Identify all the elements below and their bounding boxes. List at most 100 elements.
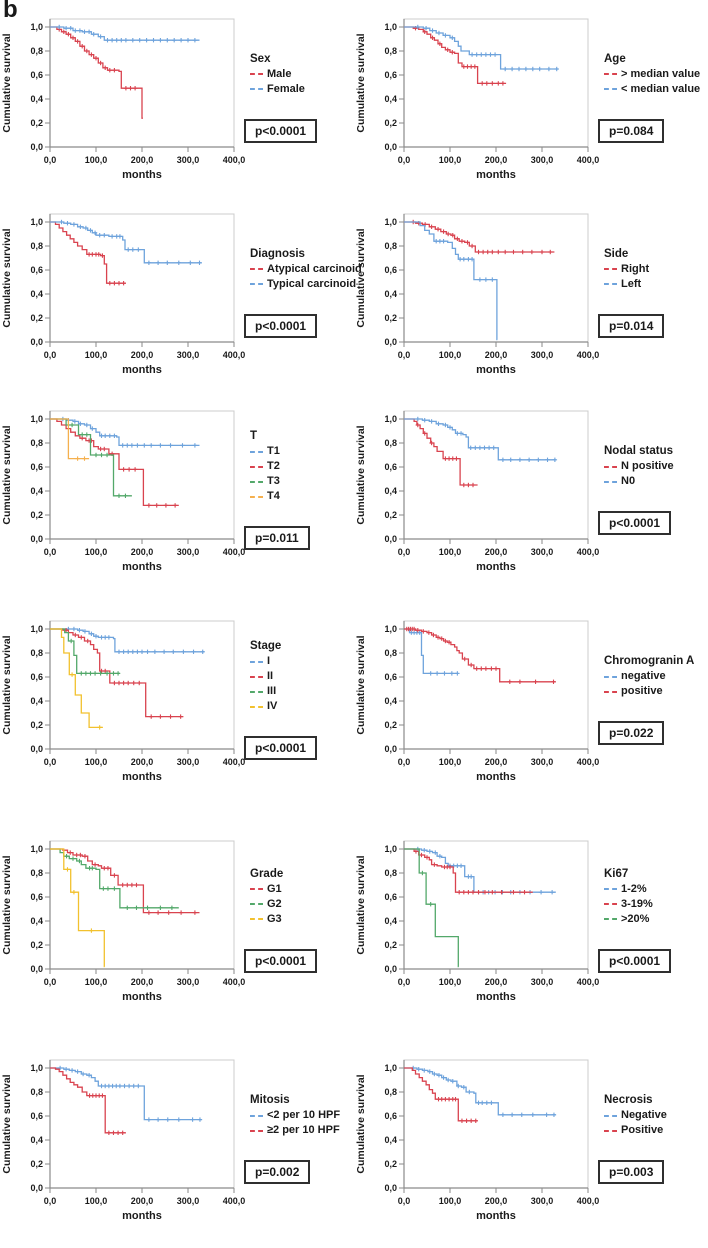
legend-items: negative positive xyxy=(604,669,694,699)
x-axis: 0,0 100,0 200,0 300,0 400,0 xyxy=(398,341,599,360)
y-axis: 0,0 0,2 0,4 0,6 0,8 1,0 xyxy=(30,844,50,974)
km-panel-side: 0,0 0,2 0,4 0,6 0,8 1,0 0,0 100,0 200,0 300,0 400,… xyxy=(354,195,708,390)
x-tick-label: 0,0 xyxy=(398,155,411,165)
x-tick-label: 100,0 xyxy=(439,350,462,360)
legend-item: Male xyxy=(250,67,305,82)
y-axis-title: Cumulative survival xyxy=(1,33,13,132)
legend-item: T2 xyxy=(250,459,280,474)
plot-box xyxy=(49,410,235,540)
y-axis-title: Cumulative survival xyxy=(1,228,13,327)
x-axis-title: months xyxy=(122,991,162,1003)
censor-marks xyxy=(415,416,558,462)
legend-dash-icon xyxy=(604,888,617,890)
km-panel-sex: 0,0 0,2 0,4 0,6 0,8 1,0 0,0 100,0 200,0 300,0 400,… xyxy=(0,0,354,195)
legend-item-label: II xyxy=(267,670,274,682)
y-axis-title: Cumulative survival xyxy=(355,228,367,327)
y-tick-label: 0,6 xyxy=(384,462,397,472)
y-tick-label: 0,2 xyxy=(30,313,43,323)
x-tick-label: 0,0 xyxy=(398,757,411,767)
y-axis-title: Cumulative survival xyxy=(1,425,13,524)
x-axis-title: months xyxy=(122,364,162,376)
survival-curve xyxy=(50,626,205,654)
y-tick-label: 0,8 xyxy=(30,241,43,251)
y-tick-label: 0,6 xyxy=(30,265,43,275)
km-chart: 0,0 0,2 0,4 0,6 0,8 1,0 0,0 100,0 200,0 300,0 400,… xyxy=(354,605,604,795)
legend-item: Positive xyxy=(604,1123,667,1138)
legend-title: Sex xyxy=(250,52,271,65)
legend-item: Female xyxy=(250,82,305,97)
y-axis-title: Cumulative survival xyxy=(355,635,367,734)
censor-marks xyxy=(65,867,94,933)
censor-marks xyxy=(80,436,178,508)
panel-sidebar: Mitosis <2 per 10 HPF ≥2 per 10 HPF p=0.0… xyxy=(244,1094,354,1184)
y-tick-label: 0,2 xyxy=(30,940,43,950)
legend-item: Right xyxy=(604,262,649,277)
legend-dash-icon xyxy=(250,283,263,285)
legend-item: negative xyxy=(604,669,694,684)
censor-marks xyxy=(57,26,138,90)
censor-marks xyxy=(420,870,433,907)
p-value-box: p<0.0001 xyxy=(598,511,672,535)
censor-marks xyxy=(57,24,198,42)
legend-items: T1 T2 T3 T4 xyxy=(250,444,280,504)
survival-step-line xyxy=(50,1067,126,1134)
legend-dash-icon xyxy=(250,495,263,498)
x-tick-label: 300,0 xyxy=(531,1196,554,1206)
panel-sidebar: Ki67 1-2% 3-19% >20% p<0.0001 xyxy=(598,868,708,973)
legend-item-label: < median value xyxy=(621,82,701,95)
survival-step-line xyxy=(50,418,200,447)
legend-items: I II III IV xyxy=(250,654,281,714)
legend-dash-icon xyxy=(604,918,617,920)
censor-marks xyxy=(63,628,183,719)
legend-item-label: I xyxy=(267,655,271,667)
y-tick-label: 0,2 xyxy=(384,1159,397,1169)
legend-item-label: Positive xyxy=(621,1124,664,1136)
x-tick-label: 300,0 xyxy=(531,977,554,987)
y-tick-label: 0,4 xyxy=(384,289,397,299)
censor-marks xyxy=(415,422,476,488)
y-axis: 0,0 0,2 0,4 0,6 0,8 1,0 xyxy=(384,844,404,974)
y-tick-label: 0,8 xyxy=(384,868,397,878)
censor-marks xyxy=(75,456,87,461)
legend: Ki67 1-2% 3-19% >20% xyxy=(604,868,653,927)
panel-sidebar: Necrosis Negative Positive p=0.003 xyxy=(598,1094,708,1184)
y-tick-label: 0,6 xyxy=(384,1111,397,1121)
p-value-box: p=0.084 xyxy=(598,118,665,143)
p-value-box: p=0.022 xyxy=(598,721,665,745)
x-tick-label: 200,0 xyxy=(485,757,508,767)
legend-item-label: Male xyxy=(267,67,292,80)
km-chart: 0,0 0,2 0,4 0,6 0,8 1,0 0,0 100,0 200,0 300,0 400,… xyxy=(0,3,250,193)
survival-step-line xyxy=(50,848,105,968)
y-tick-label: 0,0 xyxy=(30,534,43,544)
plot-box xyxy=(49,18,235,147)
survival-curve xyxy=(50,418,179,508)
legend-item-label: III xyxy=(267,685,277,697)
y-tick-label: 1,0 xyxy=(30,1063,43,1073)
y-axis-title: Cumulative survival xyxy=(1,855,13,954)
plot-box xyxy=(49,620,235,750)
survival-step-line xyxy=(404,1067,556,1116)
legend: Sex Male Female xyxy=(250,53,305,97)
p-value-box: p<0.0001 xyxy=(244,736,318,760)
x-axis-title: months xyxy=(476,561,516,573)
y-tick-label: 0,0 xyxy=(384,964,397,974)
y-axis: 0,0 0,2 0,4 0,6 0,8 1,0 xyxy=(384,624,404,754)
p-value-box: p<0.0001 xyxy=(244,313,318,338)
censor-marks xyxy=(69,672,102,730)
y-tick-label: 0,0 xyxy=(384,337,397,347)
legend-title: Necrosis xyxy=(604,1094,653,1106)
y-tick-label: 0,2 xyxy=(384,118,397,128)
survival-curve xyxy=(50,848,179,910)
legend-dash-icon xyxy=(604,88,617,90)
y-tick-label: 0,4 xyxy=(384,486,397,496)
x-tick-label: 100,0 xyxy=(439,547,462,557)
y-tick-label: 0,4 xyxy=(30,289,43,299)
legend-title: Chromogranin A xyxy=(604,655,695,667)
km-plot: 0,0 0,2 0,4 0,6 0,8 1,0 0,0 100,0 200,0 300,0 400,… xyxy=(1,410,245,573)
y-tick-label: 1,0 xyxy=(384,844,397,854)
plot-box xyxy=(403,213,589,342)
km-panel-mitosis: 0,0 0,2 0,4 0,6 0,8 1,0 0,0 100,0 200,0 300,0 400,… xyxy=(0,1030,354,1248)
survival-curve xyxy=(50,25,143,119)
legend-item: G2 xyxy=(250,897,283,912)
legend-item: N0 xyxy=(604,474,674,489)
